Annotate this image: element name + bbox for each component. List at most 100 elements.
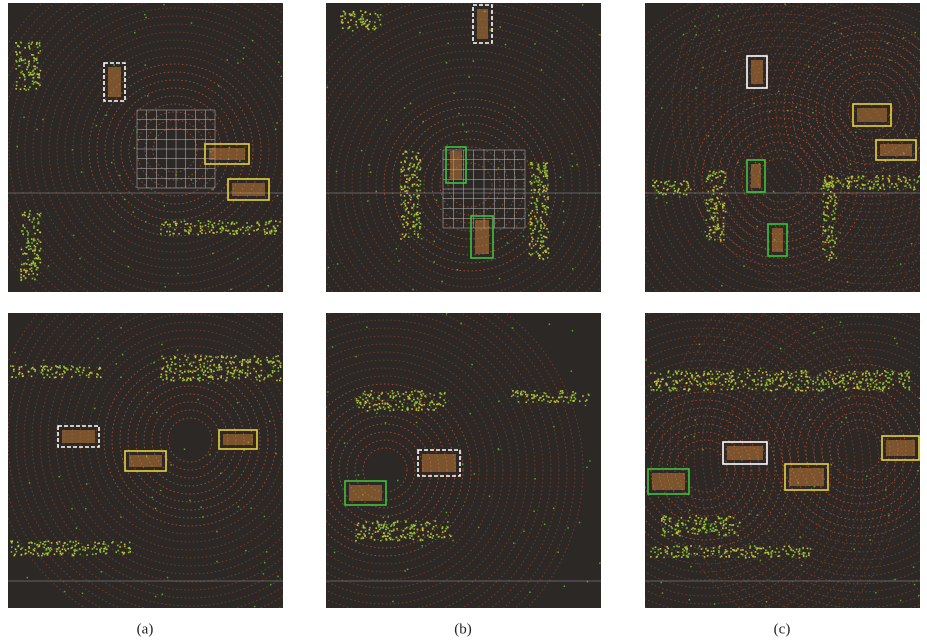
point	[532, 253, 534, 255]
point	[369, 21, 371, 23]
point	[709, 171, 711, 173]
point	[877, 177, 879, 179]
point	[691, 383, 693, 385]
point	[74, 553, 76, 555]
point	[34, 233, 36, 235]
point	[369, 396, 371, 398]
point	[378, 16, 380, 18]
point	[674, 190, 676, 192]
point	[599, 164, 601, 166]
point	[235, 355, 237, 357]
point	[898, 378, 900, 380]
point	[714, 523, 716, 525]
point	[218, 85, 220, 87]
point	[531, 394, 533, 396]
point	[419, 212, 421, 214]
point	[360, 404, 362, 406]
point	[845, 389, 847, 391]
point	[396, 248, 398, 250]
point	[27, 240, 29, 242]
point	[56, 542, 58, 544]
point	[179, 359, 181, 361]
point	[563, 211, 565, 213]
point	[713, 193, 715, 195]
point	[413, 203, 415, 205]
point	[129, 547, 131, 549]
point	[379, 529, 381, 531]
point	[699, 344, 701, 346]
point	[673, 374, 675, 376]
point	[411, 535, 413, 537]
point	[345, 13, 347, 15]
point	[599, 226, 601, 228]
point	[726, 519, 728, 521]
point	[705, 219, 707, 221]
point	[853, 387, 855, 389]
point	[22, 230, 24, 232]
point	[725, 381, 727, 383]
point	[532, 210, 534, 212]
point	[35, 257, 37, 259]
point	[26, 69, 28, 71]
point	[681, 372, 683, 374]
point	[86, 483, 88, 485]
point	[545, 199, 547, 201]
point	[347, 27, 349, 29]
point	[45, 541, 47, 543]
point	[745, 551, 747, 553]
object-fill	[727, 446, 763, 460]
point	[539, 170, 541, 172]
point	[664, 535, 666, 537]
point	[582, 4, 584, 6]
point	[812, 389, 814, 391]
point	[418, 399, 420, 401]
point	[848, 371, 850, 373]
point	[745, 384, 747, 386]
point	[683, 194, 685, 196]
point	[836, 177, 838, 179]
point	[422, 534, 424, 536]
point	[658, 549, 660, 551]
point	[765, 549, 767, 551]
point	[517, 390, 519, 392]
point	[235, 367, 237, 369]
point	[568, 402, 570, 404]
point	[725, 195, 727, 197]
point	[830, 196, 832, 198]
point	[798, 379, 800, 381]
point	[27, 234, 29, 236]
point	[220, 367, 222, 369]
point	[458, 113, 460, 115]
point	[899, 381, 901, 383]
point	[268, 362, 270, 364]
point	[718, 532, 720, 534]
point	[562, 392, 564, 394]
point	[82, 546, 84, 548]
point	[33, 82, 35, 84]
point	[96, 373, 98, 375]
point	[225, 357, 227, 359]
point	[769, 383, 771, 385]
point	[549, 323, 551, 325]
point	[407, 223, 409, 225]
point	[822, 201, 824, 203]
point	[363, 393, 365, 395]
point	[854, 371, 856, 373]
point	[261, 370, 263, 372]
point	[692, 532, 694, 534]
point	[579, 400, 581, 402]
point	[542, 191, 544, 193]
point	[387, 535, 389, 537]
point	[212, 376, 214, 378]
point	[729, 375, 731, 377]
point	[355, 535, 357, 537]
point	[268, 222, 270, 224]
point	[880, 389, 882, 391]
point	[834, 202, 836, 204]
point	[124, 546, 126, 548]
point	[699, 376, 701, 378]
point	[692, 527, 694, 529]
point	[717, 373, 719, 375]
point	[833, 246, 835, 248]
point	[919, 397, 921, 399]
